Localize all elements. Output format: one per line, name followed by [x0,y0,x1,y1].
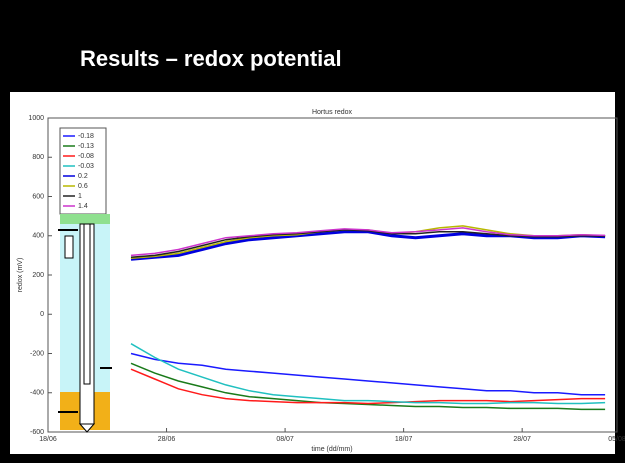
legend-box [60,128,106,214]
x-tick-label: 08/07 [276,436,294,443]
y-tick-label: -200 [30,350,44,357]
legend-label: 1.4 [78,203,88,210]
slide-title: Results – redox potential [80,46,342,71]
sensor-box [65,236,73,258]
legend-label: -0.18 [78,133,94,140]
y-tick-label: 800 [32,154,44,161]
legend-label: 1 [78,193,82,200]
x-axis-label: time (dd/mm) [311,446,352,453]
legend-label: -0.03 [78,163,94,170]
y-tick-label: 400 [32,233,44,240]
y-tick-label: 1000 [28,115,44,122]
x-tick-label: 18/07 [395,436,413,443]
chart-title: Hortus redox [312,109,353,116]
legend-label: -0.13 [78,143,94,150]
y-tick-label: 600 [32,193,44,200]
legend-label: 0.6 [78,183,88,190]
y-axis-label: redox (mV) [17,258,24,293]
y-tick-label: 200 [32,272,44,279]
y-tick-label: -600 [30,429,44,436]
x-tick-label: 05/08 [608,436,625,443]
x-tick-label: 28/06 [158,436,176,443]
probe-diagram [58,214,112,432]
slide: Results – redox potential Hortus redox t… [0,0,625,463]
legend-label: -0.08 [78,153,94,160]
surface-layer [60,214,110,224]
y-tick-label: -400 [30,390,44,397]
x-tick-label: 18/06 [39,436,57,443]
y-tick-label: 0 [40,311,44,318]
probe-inner [84,224,90,384]
legend-label: 0.2 [78,173,88,180]
x-tick-label: 28/07 [513,436,531,443]
